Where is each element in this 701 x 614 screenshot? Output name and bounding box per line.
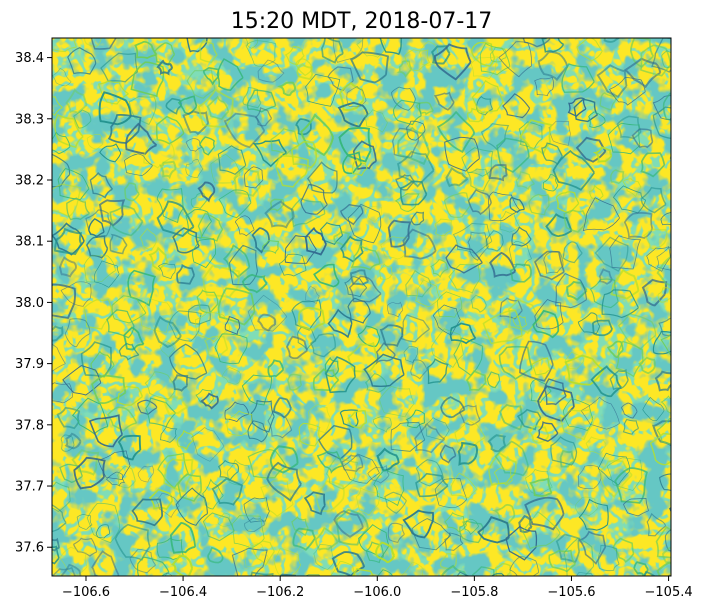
y-tick-label: 38.3 [15,112,44,127]
y-tick-label: 37.6 [15,541,44,556]
heatmap-cell-boundary [614,583,644,611]
heatmap-cell-boundary [670,148,685,163]
heatmap-cell-boundary [672,35,695,63]
x-tick-label: −105.8 [450,585,498,600]
heatmap-cell-boundary [128,582,153,601]
y-tick-label: 38.1 [15,235,44,250]
heatmap-cell-boundary [672,469,689,483]
x-tick-label: −106.6 [62,585,110,600]
y-axis: 37.6 37.7 37.8 37.9 38.0 38.1 38.2 38.3 38.4 [15,51,52,556]
y-tick-label: 37.7 [15,480,44,495]
heatmap-cell-boundary [672,447,699,472]
x-tick-label: −105.6 [547,585,595,600]
heatmap-cell-boundary [679,302,701,323]
x-tick-label: −106.0 [353,585,401,600]
y-tick-label: 37.8 [15,418,44,433]
heatmap-cell-boundary [233,593,245,609]
y-tick-label: 38.2 [15,173,44,188]
heatmap-cell-boundary [670,159,688,181]
heatmap-cell-boundary [679,379,701,409]
heatmap-cell-boundary [676,186,692,205]
heatmap-cell-boundary [596,584,610,601]
heatmap-cell-boundary [504,584,527,604]
x-tick-label: −106.2 [256,585,304,600]
heatmap-cell-boundary [670,502,687,518]
heatmap-cell-boundary [409,590,434,610]
y-tick-label: 38.4 [15,51,44,66]
x-tick-label: −106.4 [159,585,207,600]
y-tick-label: 38.0 [15,296,44,311]
chart-title: 15:20 MDT, 2018-07-17 [231,9,493,34]
x-tick-label: −105.4 [645,585,693,600]
y-tick-label: 37.9 [15,357,44,372]
heatmap-cell-boundary [673,108,698,133]
x-axis: −106.6 −106.4 −106.2 −106.0 −105.8 −105.6 −105… [62,576,693,600]
plot-area [27,20,701,610]
